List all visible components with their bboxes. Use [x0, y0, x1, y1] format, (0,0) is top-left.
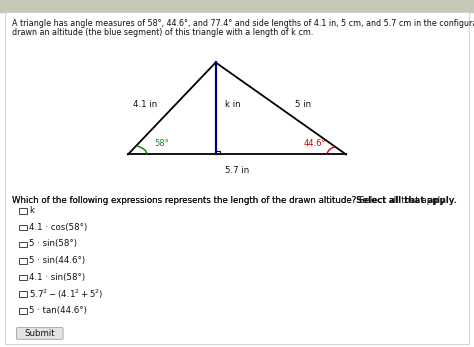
Text: 5 · sin(44.6°): 5 · sin(44.6°): [29, 256, 85, 265]
Text: 5.7 in: 5.7 in: [225, 166, 249, 175]
Text: k in: k in: [225, 101, 241, 109]
Text: 5 · sin(58°): 5 · sin(58°): [29, 239, 77, 248]
Bar: [19, 308, 27, 314]
Bar: [19, 242, 27, 247]
Text: 4.1 · sin(58°): 4.1 · sin(58°): [29, 273, 85, 282]
FancyBboxPatch shape: [5, 12, 469, 344]
Text: 58°: 58°: [154, 139, 169, 148]
Text: drawn an altitude (the blue segment) of this triangle with a length of k cm.: drawn an altitude (the blue segment) of …: [12, 28, 313, 37]
Text: $5.7^2 - (4.1^2 + 5^2)$: $5.7^2 - (4.1^2 + 5^2)$: [29, 287, 104, 301]
Text: 4.1 · cos(58°): 4.1 · cos(58°): [29, 223, 88, 232]
Text: Which of the following expressions represents the length of the drawn altitude? : Which of the following expressions repre…: [12, 196, 447, 205]
Text: 5 · tan(44.6°): 5 · tan(44.6°): [29, 306, 87, 315]
Text: A triangle has angle measures of 58°, 44.6°, and 77.4° and side lengths of 4.1 i: A triangle has angle measures of 58°, 44…: [12, 19, 474, 28]
Text: 44.6°: 44.6°: [303, 139, 326, 148]
Bar: [19, 225, 27, 230]
Text: k: k: [29, 206, 35, 215]
Text: Submit: Submit: [25, 329, 55, 338]
Bar: [19, 275, 27, 280]
Text: 5 in: 5 in: [295, 101, 311, 109]
FancyBboxPatch shape: [17, 328, 63, 339]
Text: 4.1 in: 4.1 in: [133, 101, 157, 109]
Text: Which of the following expressions represents the length of the drawn altitude?: Which of the following expressions repre…: [12, 196, 359, 205]
Bar: [0, 0, 474, 12]
Bar: [19, 208, 27, 214]
Bar: [19, 258, 27, 264]
Text: Select all that apply.: Select all that apply.: [356, 196, 457, 205]
Bar: [19, 291, 27, 297]
